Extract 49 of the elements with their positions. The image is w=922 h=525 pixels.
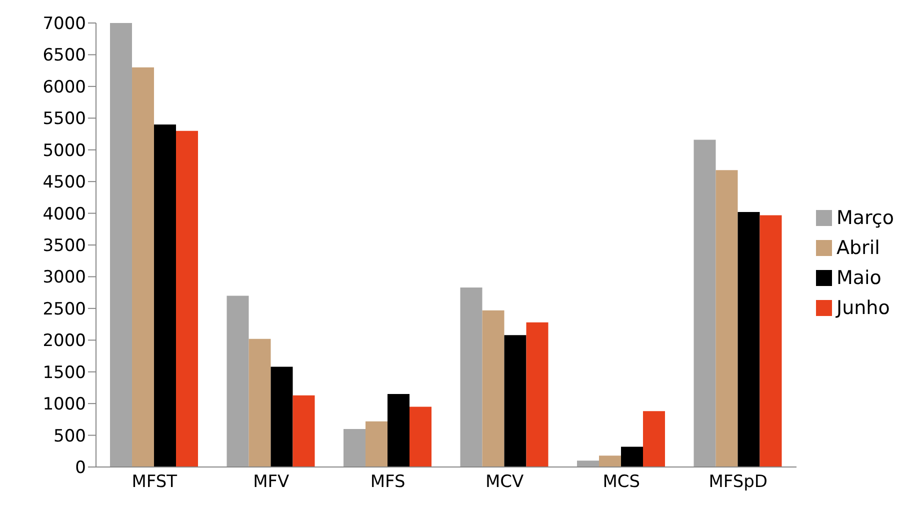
- y-tick-label: 4500: [42, 172, 86, 193]
- bar: [344, 428, 366, 467]
- y-tick-label: 500: [54, 426, 86, 446]
- bar: [482, 310, 504, 467]
- bar: [526, 322, 548, 467]
- bar: [154, 124, 176, 467]
- y-tick-label: 3500: [42, 236, 86, 256]
- bar: [410, 406, 432, 467]
- bar: [176, 130, 198, 467]
- bar: [110, 23, 132, 467]
- bar: [504, 335, 526, 467]
- bar: [460, 287, 482, 467]
- y-tick-label: 1000: [42, 394, 86, 415]
- legend-label: Março: [836, 206, 894, 228]
- x-tick-label: MFS: [370, 472, 406, 492]
- legend-label: Abril: [836, 236, 880, 258]
- bar: [760, 215, 782, 467]
- y-tick-label: 2500: [42, 299, 86, 320]
- bar: [270, 366, 293, 467]
- bar: [599, 456, 621, 467]
- legend-label: Maio: [836, 266, 882, 288]
- bar: [366, 421, 388, 467]
- y-tick-label: 4000: [42, 204, 86, 224]
- y-tick-label: 7000: [42, 14, 86, 34]
- bar: [226, 296, 249, 467]
- legend-label: Junho: [836, 296, 890, 318]
- x-tick-label: MFST: [132, 472, 178, 492]
- y-tick-label: 3000: [42, 268, 86, 288]
- bar: [292, 395, 315, 467]
- y-tick-label: 6500: [42, 46, 86, 66]
- bar: [132, 67, 154, 467]
- y-tick-label: 0: [75, 458, 86, 478]
- bar: [388, 394, 410, 467]
- bar: [577, 460, 599, 467]
- x-tick-label: MCV: [486, 472, 524, 492]
- bar: [621, 446, 643, 467]
- y-tick-label: 2000: [42, 331, 86, 352]
- bar: [694, 140, 716, 467]
- bar: [716, 170, 738, 467]
- bar: [643, 411, 665, 467]
- y-tick-label: 5500: [42, 109, 86, 130]
- x-tick-label: MFV: [253, 472, 290, 492]
- bar: [738, 212, 760, 467]
- y-tick-label: 1500: [42, 362, 86, 383]
- x-tick-label: MFSpD: [708, 472, 768, 492]
- y-tick-label: 6000: [42, 77, 86, 98]
- y-tick-label: 5000: [42, 140, 86, 161]
- bar: [248, 338, 271, 467]
- x-tick-label: MCS: [602, 472, 640, 492]
